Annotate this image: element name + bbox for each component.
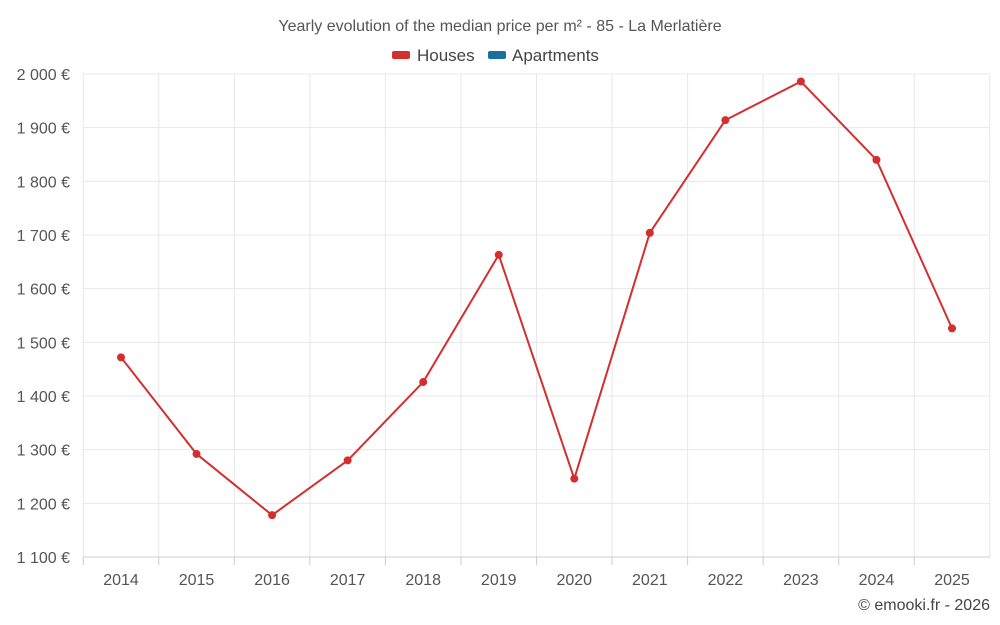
y-tick-label: 2 000 € bbox=[17, 67, 70, 84]
x-axis: 2014 2015 2016 2017 2018 2019 2020 2021 2022 2023… bbox=[82, 556, 990, 589]
y-axis: 1 100 € 1 200 € 1 300 € 1 400 € 1 500 € 1 600… bbox=[17, 67, 70, 567]
data-point[interactable] bbox=[721, 116, 730, 125]
grid bbox=[82, 73, 991, 558]
y-tick-label: 1 900 € bbox=[17, 121, 70, 138]
legend-swatch-apartments[interactable] bbox=[488, 51, 506, 59]
x-tick-label: 2024 bbox=[859, 572, 895, 589]
legend: Houses Apartments bbox=[392, 46, 599, 65]
legend-label-apartments[interactable]: Apartments bbox=[512, 46, 599, 65]
data-point[interactable] bbox=[192, 449, 201, 458]
y-tick-label: 1 100 € bbox=[17, 550, 70, 567]
x-tick-label: 2014 bbox=[103, 572, 139, 589]
data-point[interactable] bbox=[872, 155, 881, 164]
data-point[interactable] bbox=[117, 353, 125, 362]
series-houses bbox=[117, 77, 956, 520]
x-tick-label: 2025 bbox=[934, 572, 970, 589]
legend-label-houses[interactable]: Houses bbox=[417, 46, 475, 65]
data-point[interactable] bbox=[494, 250, 503, 259]
x-tick-label: 2021 bbox=[632, 572, 668, 589]
x-tick-label: 2017 bbox=[330, 572, 366, 589]
y-tick-label: 1 400 € bbox=[17, 389, 70, 406]
data-point[interactable] bbox=[796, 77, 805, 86]
data-point[interactable] bbox=[645, 228, 654, 237]
x-tick-label: 2015 bbox=[179, 572, 215, 589]
data-point[interactable] bbox=[268, 511, 277, 520]
y-tick-label: 1 200 € bbox=[17, 496, 70, 513]
x-tick-label: 2022 bbox=[708, 572, 744, 589]
y-tick-label: 1 600 € bbox=[17, 282, 70, 299]
y-tick-label: 1 700 € bbox=[17, 228, 70, 245]
x-tick-label: 2020 bbox=[556, 572, 592, 589]
y-tick-label: 1 300 € bbox=[17, 443, 70, 460]
data-point[interactable] bbox=[570, 474, 579, 483]
credit-text: © emooki.fr - 2026 bbox=[858, 597, 990, 614]
data-point[interactable] bbox=[948, 324, 956, 333]
series-line-houses bbox=[120, 80, 953, 517]
data-point[interactable] bbox=[343, 456, 352, 465]
x-tick-label: 2018 bbox=[405, 572, 441, 589]
data-point[interactable] bbox=[419, 378, 428, 387]
y-tick-label: 1 800 € bbox=[17, 174, 70, 191]
y-tick-label: 1 500 € bbox=[17, 335, 70, 352]
x-tick-label: 2016 bbox=[254, 572, 290, 589]
x-tick-label: 2023 bbox=[783, 572, 819, 589]
chart-title: Yearly evolution of the median price per… bbox=[278, 18, 721, 35]
x-tick-label: 2019 bbox=[481, 572, 517, 589]
legend-swatch-houses[interactable] bbox=[392, 51, 410, 59]
